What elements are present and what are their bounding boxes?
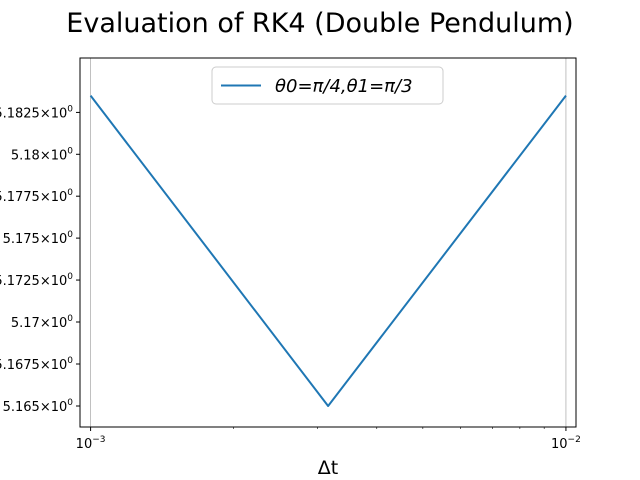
axes-frame [79,57,577,428]
y-tick-label: 5.18×100 [11,146,73,163]
legend-label: θ0=π/4,θ1=π/3 [275,76,413,97]
y-tick-label: 5.175×100 [3,230,74,247]
x-tick-label: 10−3 [76,435,106,452]
chart-title: Evaluation of RK4 (Double Pendulum) [66,8,573,39]
y-tick-label: 5.1825×100 [0,104,73,121]
y-tick-label: 5.17×100 [11,314,73,331]
y-tick-label: 5.165×100 [3,398,74,415]
grid-layer [90,58,567,427]
y-tick-label: 5.1675×100 [0,356,73,373]
y-tick-label: 5.1775×100 [0,188,73,205]
tick-layer: 10−3 10−2 5.165×100 5.1675×100 5.17×100 5.172… [0,104,581,452]
plot-layer [89,95,567,407]
y-tick-label: 5.1725×100 [0,272,73,289]
x-tick-label: 10−2 [551,435,581,452]
legend: θ0=π/4,θ1=π/3 [211,66,444,105]
legend-box [211,66,444,105]
series-line [89,95,567,407]
x-axis-label: Δt [318,457,338,479]
